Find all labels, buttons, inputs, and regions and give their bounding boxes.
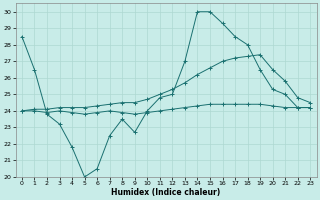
X-axis label: Humidex (Indice chaleur): Humidex (Indice chaleur) [111,188,221,197]
